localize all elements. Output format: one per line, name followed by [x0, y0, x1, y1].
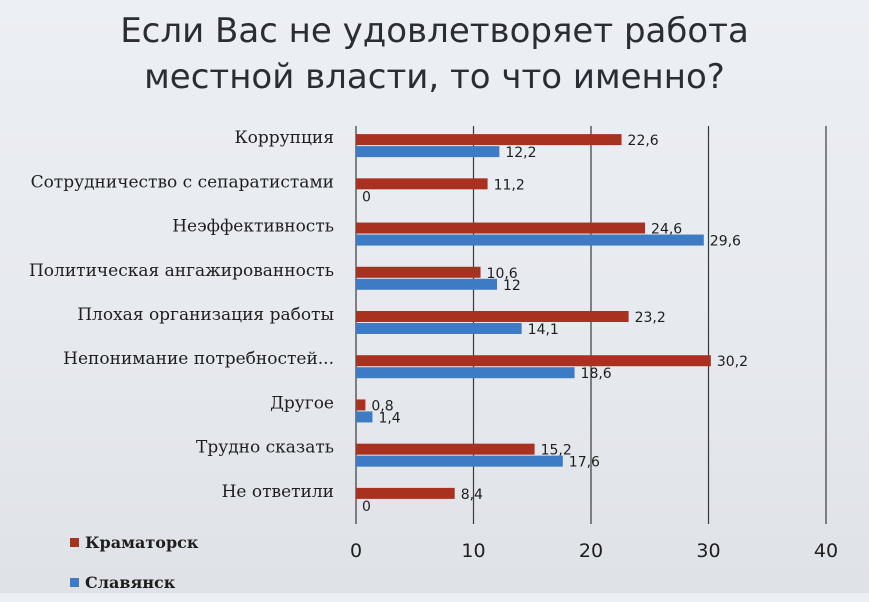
data-label-kramatorsk: 15,2 — [541, 443, 572, 459]
category-label: Неэффективность — [172, 217, 334, 237]
data-label-slavyansk: 14,1 — [528, 322, 559, 338]
data-label-kramatorsk: 23,2 — [635, 310, 666, 326]
category-label: Другое — [270, 393, 334, 413]
data-label-slavyansk: 1,4 — [378, 410, 400, 426]
bar-kramatorsk — [356, 222, 646, 234]
bar-kramatorsk — [356, 134, 622, 146]
category-label: Трудно сказать — [196, 438, 334, 458]
legend-label-slavyansk: Славянск — [85, 572, 176, 592]
category-label: Коррупция — [235, 128, 334, 148]
bar-slavyansk — [356, 367, 575, 379]
bar-slavyansk — [356, 146, 500, 158]
data-label-kramatorsk: 22,6 — [628, 133, 659, 149]
bar-kramatorsk — [356, 311, 629, 322]
bar-kramatorsk — [356, 266, 481, 278]
bar-slavyansk — [356, 411, 373, 423]
chart-title-line-2: местной власти, то что именно? — [144, 57, 725, 97]
category-label: Политическая ангажированность — [29, 261, 334, 281]
data-label-kramatorsk: 10,6 — [487, 266, 518, 282]
data-label-kramatorsk: 24,6 — [651, 222, 682, 238]
data-label-slavyansk: 17,6 — [569, 455, 600, 471]
data-label-kramatorsk: 8,4 — [461, 487, 483, 503]
category-label: Не ответили — [222, 482, 334, 502]
data-label-slavyansk: 0 — [362, 189, 371, 205]
data-label-slavyansk: 12 — [503, 278, 521, 294]
legend: Краматорск Славянск — [70, 522, 198, 602]
chart-title-line-1: Если Вас не удовлетворяет работа — [120, 11, 749, 51]
x-tick-label-40: 40 — [814, 540, 838, 562]
bar-kramatorsk — [356, 443, 535, 455]
bar-kramatorsk — [356, 178, 488, 190]
data-label-slavyansk: 0 — [362, 499, 371, 515]
bar-slavyansk — [356, 323, 522, 334]
legend-label-kramatorsk: Краматорск — [85, 532, 199, 552]
legend-item-slavyansk: Славянск — [70, 562, 198, 602]
bar-kramatorsk — [356, 355, 711, 367]
category-label: Плохая организация работы — [77, 305, 334, 325]
bar-slavyansk — [356, 234, 704, 246]
data-label-slavyansk: 18,6 — [581, 366, 612, 382]
legend-item-kramatorsk: Краматорск — [70, 522, 198, 562]
x-tick-label-10: 10 — [461, 540, 485, 562]
bar-kramatorsk — [356, 399, 366, 411]
data-label-kramatorsk: 11,2 — [494, 177, 525, 193]
chart-title: Если Вас не удовлетворяет работа местной… — [0, 8, 869, 100]
legend-swatch-slavyansk — [70, 577, 79, 587]
legend-swatch-kramatorsk — [70, 537, 79, 547]
x-tick-label-20: 20 — [579, 540, 603, 562]
x-tick-label-0: 0 — [350, 540, 362, 562]
category-label: Сотрудничество с сепаратистами — [31, 172, 334, 192]
bar-slavyansk — [356, 278, 497, 290]
data-label-slavyansk: 12,2 — [505, 145, 536, 161]
bar-slavyansk — [356, 455, 563, 467]
data-label-kramatorsk: 30,2 — [717, 354, 748, 370]
x-tick-label-30: 30 — [696, 540, 720, 562]
data-label-kramatorsk: 0,8 — [371, 398, 393, 414]
category-label: Непонимание потребностей... — [63, 349, 334, 369]
data-label-slavyansk: 29,6 — [710, 234, 741, 250]
bar-kramatorsk — [356, 487, 455, 499]
